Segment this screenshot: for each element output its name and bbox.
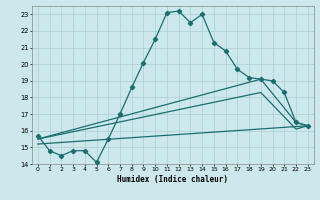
X-axis label: Humidex (Indice chaleur): Humidex (Indice chaleur) [117,175,228,184]
